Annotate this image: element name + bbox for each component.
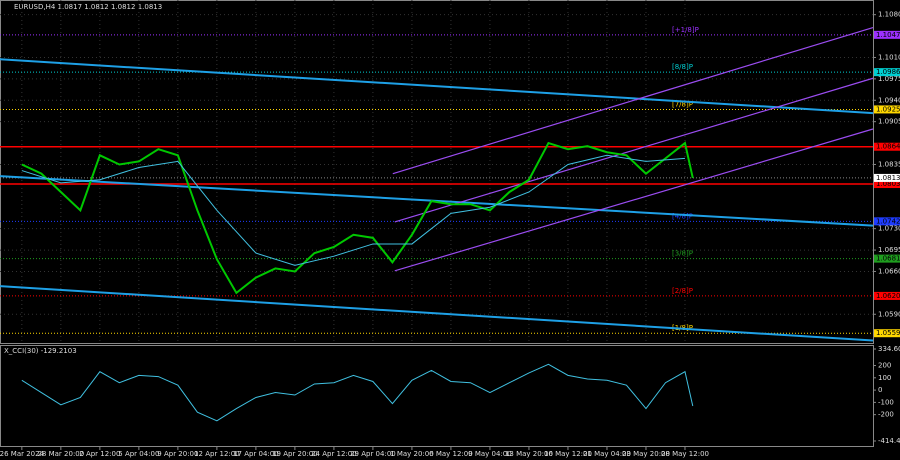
cci-panel (0, 345, 874, 447)
y-tick-label: 1.0905 (878, 118, 900, 126)
trend-line (394, 128, 874, 272)
level-name: [8/8]P (672, 63, 693, 71)
last-label: 1.0813 (876, 174, 900, 182)
y-tick-label: 200 (878, 362, 891, 370)
level-label: 1.0925 (876, 105, 900, 113)
y-tick-label: 1.0730 (878, 225, 900, 233)
trend-line (0, 285, 874, 342)
series-line (21, 141, 694, 295)
x-tick-label: 9 May 04:00 (468, 450, 512, 458)
x-tick-label: 12 Apr 12:00 (194, 450, 240, 458)
y-tick-label: 1.0975 (878, 75, 900, 83)
level-name: [3/8]P (672, 250, 693, 258)
level-tag (874, 217, 900, 226)
last-tag (874, 173, 900, 182)
cci-title: X_CCI(30) -129.2103 (4, 347, 77, 355)
x-tick-label: 5 Apr 04:00 (118, 450, 159, 458)
y-tick-label: 0 (878, 386, 882, 394)
level-label: 1.0986 (876, 68, 900, 76)
x-tick-label: 21 May 04:00 (583, 450, 631, 458)
x-tick-label: 16 May 12:00 (544, 450, 592, 458)
level-tag (874, 105, 900, 114)
y-tick-label: -100 (878, 398, 894, 406)
trend-line (394, 77, 874, 223)
level-label: 1.1047 (876, 31, 900, 39)
level-label: 1.0681 (876, 255, 900, 263)
x-tick-label: 1 May 20:00 (390, 450, 434, 458)
y-tick-label: 1.0940 (878, 96, 900, 104)
trend-line (0, 175, 874, 227)
x-tick-label: 29 Apr 04:00 (350, 450, 396, 458)
x-tick-label: 28 May 12:00 (661, 450, 709, 458)
level-name: [2/8]P (672, 287, 693, 295)
level-tag (874, 254, 900, 263)
x-tick-label: 19 Apr 20:00 (272, 450, 318, 458)
series-line (21, 154, 686, 266)
level-label: 1.0864 (876, 143, 900, 151)
x-tick-label: 13 May 20:00 (505, 450, 553, 458)
y-tick-label: 1.1080 (878, 11, 900, 19)
x-tick-label: 28 Mar 20:00 (37, 450, 84, 458)
x-tick-label: 2 Apr 12:00 (79, 450, 120, 458)
level-label: 1.0742 (876, 217, 900, 225)
y-tick-label: -414.4918 (878, 437, 900, 445)
level-tag (874, 68, 900, 77)
y-tick-label: -200 (878, 411, 894, 419)
level-tag (874, 291, 900, 300)
y-tick-label: 1.0695 (878, 246, 900, 254)
y-tick-label: 100 (878, 374, 891, 382)
price-panel (0, 0, 874, 344)
level-name: [4/8]P (672, 212, 693, 220)
x-tick-label: 9 Apr 20:00 (157, 450, 198, 458)
y-tick-label: 334.6005 (878, 345, 900, 353)
y-tick-label: 1.0660 (878, 267, 900, 275)
x-tick-label: 6 May 12:00 (429, 450, 473, 458)
trend-line (0, 58, 874, 115)
trend-line (392, 26, 874, 175)
level-tag (874, 30, 900, 39)
level-name: [7/8]P (672, 100, 693, 108)
level-label: 1.0620 (876, 292, 900, 300)
x-tick-label: 26 Mar 2024 (0, 450, 45, 458)
level-tag (874, 329, 900, 338)
x-tick-label: 24 Apr 12:00 (311, 450, 357, 458)
y-tick-label: 1.1010 (878, 53, 900, 61)
level-tag (874, 180, 900, 189)
x-tick-label: 17 Apr 04:00 (233, 450, 279, 458)
series-line (21, 363, 694, 422)
chart-title: EURUSD,H4 1.0817 1.0812 1.0812 1.0813 (14, 3, 162, 11)
level-tag (874, 142, 900, 151)
level-label: 1.0803 (876, 180, 900, 188)
level-label: 1.0559 (876, 329, 900, 337)
x-tick-label: 23 May 20:00 (622, 450, 670, 458)
level-name: [+1/8]P (672, 26, 699, 34)
y-tick-label: 1.0590 (878, 310, 900, 318)
y-tick-label: 1.0835 (878, 160, 900, 168)
